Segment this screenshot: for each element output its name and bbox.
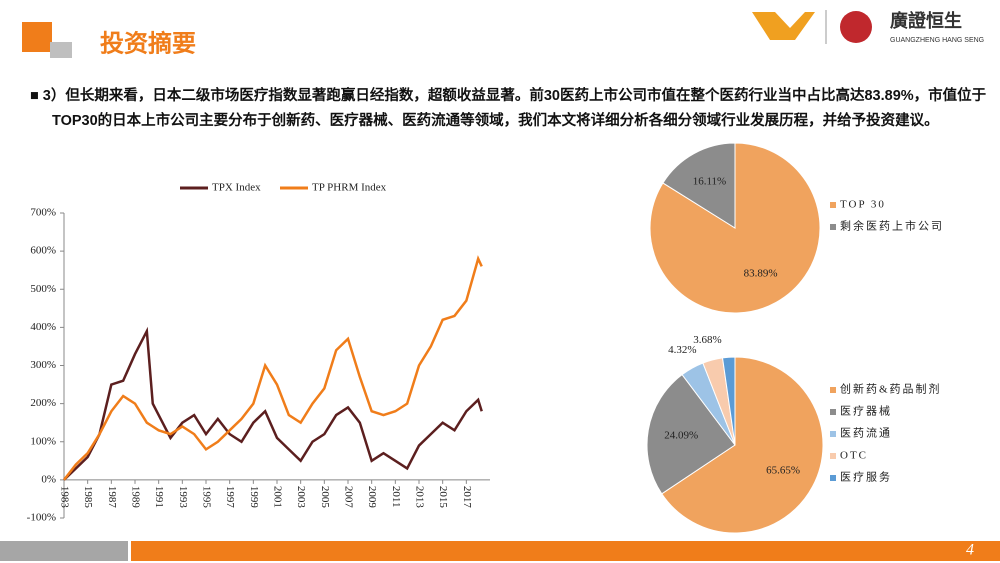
legend-label: 医疗器械: [840, 404, 892, 418]
x-tick-label: 1993: [177, 486, 189, 509]
y-tick-label: 200%: [30, 397, 56, 409]
page-number: 4: [966, 542, 974, 559]
legend-label: TOP 30: [840, 199, 886, 211]
x-tick-label: 2017: [461, 486, 473, 509]
bullet-body: 3）但长期来看，日本二级市场医疗指数显著跑赢日经指数，超额收益显著。前30医药上…: [42, 88, 987, 129]
x-tick-label: 1985: [82, 486, 94, 509]
x-tick-label: 2013: [413, 486, 425, 509]
legend-label: TPX Index: [212, 182, 261, 194]
x-tick-label: 2001: [271, 486, 283, 508]
x-tick-label: 2007: [342, 486, 354, 509]
legend-swatch: [830, 431, 836, 437]
y-tick-label: -100%: [27, 512, 56, 524]
x-tick-label: 1989: [129, 486, 141, 509]
y-tick-label: 100%: [30, 435, 56, 447]
x-tick-label: 1983: [58, 486, 70, 509]
bullet-text: ■ 3）但长期来看，日本二级市场医疗指数显著跑赢日经指数，超额收益显著。前30医…: [30, 88, 987, 129]
x-tick-label: 2009: [366, 486, 378, 509]
legend-swatch: [830, 387, 836, 393]
logo-name: 廣證恒生: [890, 10, 962, 31]
legend-swatch: [830, 224, 836, 230]
pie-slice: [662, 142, 736, 229]
page-title: 投资摘要: [100, 29, 196, 57]
x-tick-label: 2011: [390, 486, 402, 508]
pie-label: 3.68%: [693, 334, 721, 346]
x-tick-label: 1991: [153, 486, 165, 508]
header-square: [22, 22, 52, 52]
logo-circle: [840, 11, 872, 43]
pie-slice: [646, 373, 736, 495]
y-tick-label: 0%: [41, 473, 56, 485]
x-tick-label: 2005: [319, 486, 331, 509]
legend-swatch: [830, 475, 836, 481]
x-tick-label: 2015: [437, 486, 449, 509]
legend-label: 剩余医药上市公司: [840, 219, 944, 233]
legend-label: 创新药&药品制剂: [840, 382, 942, 396]
x-tick-label: 1997: [224, 486, 236, 509]
pie-label: 24.09%: [664, 429, 698, 441]
pie-label: 65.65%: [766, 464, 800, 476]
footer-gray: [0, 541, 128, 561]
x-tick-label: 2003: [295, 486, 307, 509]
y-tick-label: 700%: [30, 207, 56, 219]
logo-mark: [752, 12, 815, 40]
line-series: [63, 255, 483, 481]
y-tick-label: 600%: [30, 245, 56, 257]
pie-slice: [661, 356, 824, 534]
pie-label: 83.89%: [744, 268, 778, 280]
y-tick-label: 500%: [30, 283, 56, 295]
y-tick-label: 300%: [30, 359, 56, 371]
legend-swatch: [830, 409, 836, 415]
pie-slice: [721, 356, 736, 446]
legend-label: 医疗服务: [840, 470, 892, 484]
legend-swatch: [830, 453, 836, 459]
legend-label: OTC: [840, 450, 868, 462]
logo-sub: GUANGZHENG HANG SENG: [890, 37, 984, 44]
pie-label: 16.11%: [693, 175, 727, 187]
y-tick-label: 400%: [30, 321, 56, 333]
legend-label: TP PHRM Index: [312, 182, 387, 194]
x-tick-label: 1999: [248, 486, 260, 509]
footer-orange: [131, 541, 1000, 561]
line-series: [63, 326, 483, 481]
x-tick-label: 1987: [106, 486, 118, 509]
legend-label: 医药流通: [840, 426, 892, 440]
legend-swatch: [830, 202, 836, 208]
pie-label: 4.32%: [668, 344, 696, 356]
x-tick-label: 1995: [200, 486, 212, 509]
header-square-gray: [50, 42, 72, 58]
